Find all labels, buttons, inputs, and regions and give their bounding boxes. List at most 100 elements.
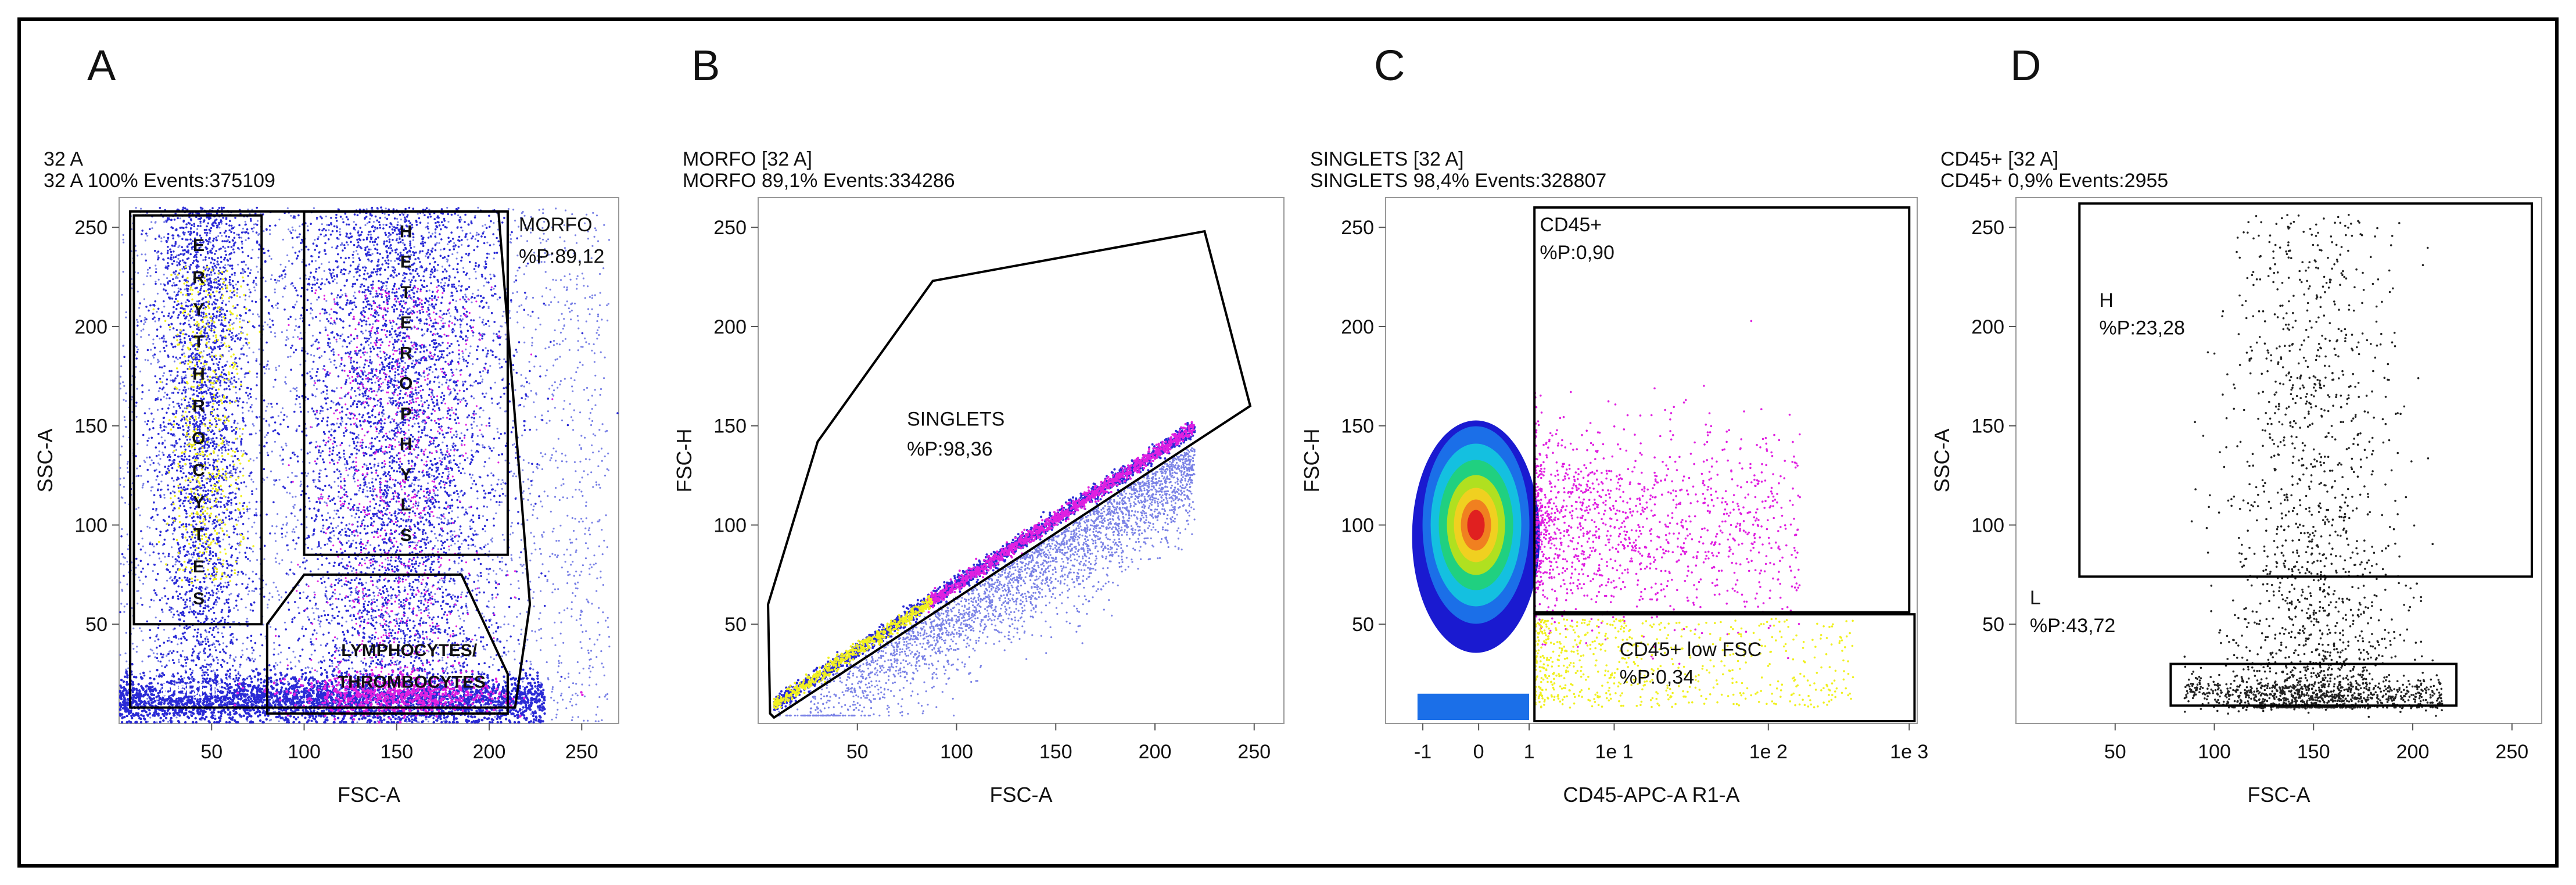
panel-header-line-1: MORFO [32 A] [683, 148, 812, 170]
x-tick-label: 250 [2495, 741, 2528, 763]
singlet-spread-events [777, 447, 1196, 716]
y-tick-label: 150 [74, 415, 107, 438]
x-tick-label: 50 [2104, 741, 2126, 763]
x-tick-label: 1 [1524, 741, 1535, 763]
gate-label-lymphocytes: LYMPHOCYTES/ [341, 641, 478, 660]
gate-label-letter: E [193, 236, 204, 255]
density-ring [1467, 510, 1485, 540]
gate-singlets [767, 230, 1252, 719]
panel-letter-d: D [2010, 41, 2041, 90]
gate-label-letter: L [401, 496, 411, 515]
x-tick-label: 200 [1139, 741, 1172, 763]
y-tick-label: 250 [74, 217, 107, 239]
gate-label-letter: T [193, 525, 204, 544]
gate-label-letter: S [400, 526, 412, 545]
panel-header-line-1: 32 A [44, 148, 83, 170]
gate-label-letter: E [400, 253, 412, 272]
y-tick-label: 200 [1971, 316, 2004, 338]
x-tick-label: 150 [1039, 741, 1072, 763]
y-tick-label: 250 [713, 217, 747, 239]
gate-label-h: H [2099, 289, 2114, 311]
cd45-positive-scatter-events [2183, 214, 2444, 718]
gate-heterophyls [303, 210, 509, 556]
x-tick-label: 200 [473, 741, 506, 763]
gate-label-letter: Y [193, 493, 204, 512]
gate-label-l: L [2030, 587, 2041, 609]
x-tick-label: 100 [288, 741, 321, 763]
singlet-magenta-events [925, 421, 1195, 614]
y-tick-label: 50 [1982, 614, 2004, 636]
erythrocyte-yellow-events [152, 266, 261, 584]
gate-label-letter: Y [193, 300, 204, 320]
gate-label-letter: R [192, 397, 205, 416]
gate-label-letter: R [400, 343, 412, 363]
gate-label-letter: C [192, 461, 205, 480]
heterophyl-magenta-events [275, 286, 554, 685]
gate-label-cd45-low-fsc-pct: %P:0,34 [1620, 667, 1695, 689]
x-tick-label: -1 [1414, 741, 1431, 763]
gate-label-debris: DEBRIS [162, 680, 227, 700]
gate-label-letter: E [400, 313, 412, 332]
x-tick-label: 1e 3 [1890, 741, 1928, 763]
panel-c-plot: SINGLETS [32 A]SINGLETS 98,4% Events:328… [1300, 148, 1928, 807]
y-axis-label: SSC-A [33, 428, 57, 492]
x-tick-label: 250 [565, 741, 598, 763]
cd45-negative-density-blob [1412, 420, 1540, 720]
gate-label-cd45-low-fsc: CD45+ low FSC [1620, 639, 1762, 661]
gate-label-letter: H [192, 364, 205, 384]
y-tick-label: 150 [1341, 415, 1374, 438]
gate-label-letter: H [400, 222, 412, 241]
x-axis-label: FSC-A [990, 783, 1053, 807]
figure-frame [17, 17, 2559, 868]
y-tick-label: 250 [1341, 217, 1374, 239]
gate-label-letter: R [192, 268, 205, 287]
panel-letter-c: C [1374, 41, 1405, 90]
x-axis-label: FSC-A [2248, 783, 2310, 807]
x-axis-label: FSC-A [338, 783, 400, 807]
panel-header-line-2: CD45+ 0,9% Events:2955 [1940, 170, 2168, 192]
gate-label-letter: H [400, 435, 412, 454]
gate-label-morfo: MORFO [519, 214, 593, 236]
gate-label-letter: T [401, 283, 411, 302]
y-tick-label: 250 [1971, 217, 2004, 239]
gate-lymphocytes-thrombocytes [266, 573, 509, 715]
panel-letter-a: A [87, 41, 116, 90]
gate-label-cd45-pct: %P:0,90 [1540, 242, 1615, 264]
y-tick-label: 200 [1341, 316, 1374, 338]
y-tick-label: 50 [1352, 614, 1374, 636]
gate-l [2169, 662, 2458, 707]
panel-header-line-1: SINGLETS [32 A] [1310, 148, 1464, 170]
x-tick-label: 1e 2 [1749, 741, 1788, 763]
y-tick-label: 100 [74, 514, 107, 536]
x-tick-label: 50 [846, 741, 869, 763]
x-tick-label: 100 [2198, 741, 2231, 763]
panel-header-line-2: 32 A 100% Events:375109 [44, 170, 275, 192]
x-tick-label: 150 [380, 741, 413, 763]
y-axis-label: FSC-H [1300, 429, 1323, 493]
plot-frame [119, 197, 619, 724]
x-tick-label: 100 [940, 741, 973, 763]
gate-label-letter: P [400, 404, 412, 424]
x-tick-label: 250 [1237, 741, 1271, 763]
x-tick-label: 150 [2297, 741, 2330, 763]
y-tick-label: 100 [1341, 514, 1374, 536]
gate-h [2078, 202, 2533, 578]
x-tick-label: 1e 1 [1595, 741, 1633, 763]
y-tick-label: 150 [1971, 415, 2004, 438]
cd45-positive-events [1533, 320, 1801, 665]
plot-frame [2015, 197, 2542, 724]
x-tick-label: 200 [2396, 741, 2430, 763]
gate-label-singlets-pct: %P:98,36 [907, 438, 992, 460]
y-tick-label: 100 [1971, 514, 2004, 536]
y-tick-label: 50 [85, 614, 107, 636]
x-tick-label: 0 [1473, 741, 1484, 763]
cd45-negative-bottom-tail [1417, 693, 1530, 720]
y-tick-label: 50 [724, 614, 747, 636]
panel-letter-b: B [691, 41, 720, 90]
panel-header-line-2: SINGLETS 98,4% Events:328807 [1310, 170, 1606, 192]
gate-label-letter: S [193, 589, 204, 608]
singlet-yellow-events [773, 595, 934, 710]
cd45-low-fsc-events [1533, 617, 1854, 709]
